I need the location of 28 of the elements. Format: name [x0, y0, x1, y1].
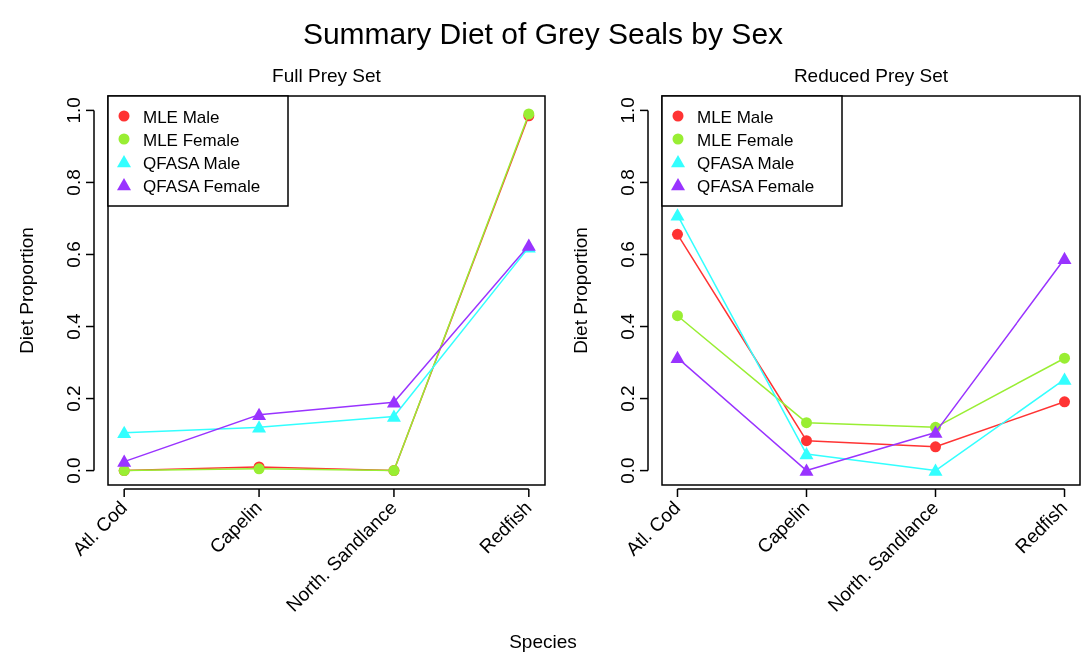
- y-tick-label: 0.6: [63, 241, 84, 268]
- chart-title: Summary Diet of Grey Seals by Sex: [302, 17, 784, 50]
- legend-label: QFASA Male: [697, 154, 795, 173]
- y-tick-label: 1.0: [617, 97, 638, 124]
- y-axis-title: Diet Proportion: [570, 227, 591, 354]
- y-tick-label: 0.8: [617, 169, 638, 196]
- y-tick-label: 0.8: [63, 169, 84, 196]
- y-tick-label: 1.0: [63, 97, 84, 124]
- legend-label: QFASA Female: [697, 177, 815, 196]
- legend-label: MLE Male: [143, 108, 220, 127]
- legend-label: MLE Female: [697, 131, 794, 150]
- y-tick-label: 0.0: [617, 457, 638, 484]
- legend-label: MLE Female: [143, 131, 240, 150]
- y-tick-label: 0.4: [63, 312, 84, 340]
- y-tick-label: 0.2: [617, 385, 638, 412]
- legend-label: MLE Male: [697, 108, 774, 127]
- y-tick-label: 0.2: [63, 385, 84, 412]
- legend-label: QFASA Female: [143, 177, 261, 196]
- y-tick-label: 0.4: [617, 312, 638, 340]
- chart-subtitle: Full Prey Set: [272, 65, 382, 86]
- y-axis-title: Diet Proportion: [16, 227, 37, 354]
- x-tick-label: Atl. Cod: [68, 496, 132, 560]
- x-tick-label: Atl. Cod: [621, 496, 685, 560]
- x-axis-title: Species: [509, 631, 577, 652]
- chart-subtitle: Reduced Prey Set: [793, 65, 949, 86]
- y-tick-label: 0.0: [63, 457, 84, 484]
- y-tick-label: 0.6: [617, 241, 638, 268]
- legend-label: QFASA Male: [143, 154, 241, 173]
